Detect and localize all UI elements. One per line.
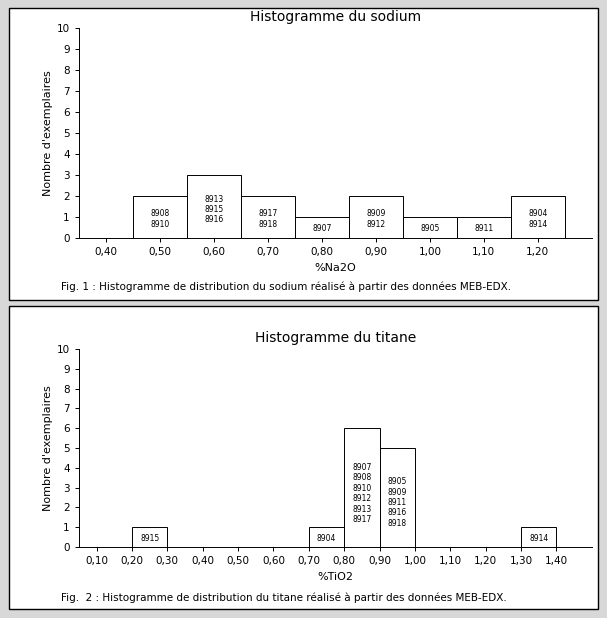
Bar xyxy=(309,527,344,547)
Text: 8907: 8907 xyxy=(312,224,331,233)
Text: 8913
8915
8916: 8913 8915 8916 xyxy=(205,195,223,224)
Bar xyxy=(379,448,415,547)
X-axis label: %Na2O: %Na2O xyxy=(314,263,356,273)
Text: 8905
8909
8911
8916
8918: 8905 8909 8911 8916 8918 xyxy=(388,477,407,528)
Text: Fig.  2 : Histogramme de distribution du titane réalisé à partir des données MEB: Fig. 2 : Histogramme de distribution du … xyxy=(61,592,506,603)
Text: 8905: 8905 xyxy=(420,224,439,233)
Bar xyxy=(511,196,565,238)
Title: Histogramme du titane: Histogramme du titane xyxy=(255,331,416,345)
Bar xyxy=(133,196,187,238)
Title: Histogramme du sodium: Histogramme du sodium xyxy=(250,10,421,24)
Y-axis label: Nombre d'exemplaires: Nombre d'exemplaires xyxy=(42,70,53,196)
Bar xyxy=(457,217,511,238)
X-axis label: %TiO2: %TiO2 xyxy=(317,572,353,582)
Text: 8915: 8915 xyxy=(140,533,159,543)
Text: 8904
8914: 8904 8914 xyxy=(528,210,548,229)
Text: 8904: 8904 xyxy=(317,533,336,543)
Bar xyxy=(241,196,295,238)
Text: Fig. 1 : Histogramme de distribution du sodium réalisé à partir des données MEB-: Fig. 1 : Histogramme de distribution du … xyxy=(61,282,511,292)
Bar xyxy=(403,217,457,238)
Text: 8909
8912: 8909 8912 xyxy=(366,210,385,229)
Bar xyxy=(132,527,168,547)
Text: 8917
8918: 8917 8918 xyxy=(258,210,277,229)
Bar xyxy=(295,217,349,238)
Y-axis label: Nombre d'exemplaires: Nombre d'exemplaires xyxy=(42,385,53,511)
Text: 8907
8908
8910
8912
8913
8917: 8907 8908 8910 8912 8913 8917 xyxy=(352,463,371,524)
Bar xyxy=(521,527,557,547)
Bar xyxy=(187,175,241,238)
Text: 8914: 8914 xyxy=(529,533,548,543)
Bar xyxy=(344,428,379,547)
Text: 8911: 8911 xyxy=(474,224,493,233)
Text: 8908
8910: 8908 8910 xyxy=(151,210,169,229)
Bar xyxy=(349,196,403,238)
